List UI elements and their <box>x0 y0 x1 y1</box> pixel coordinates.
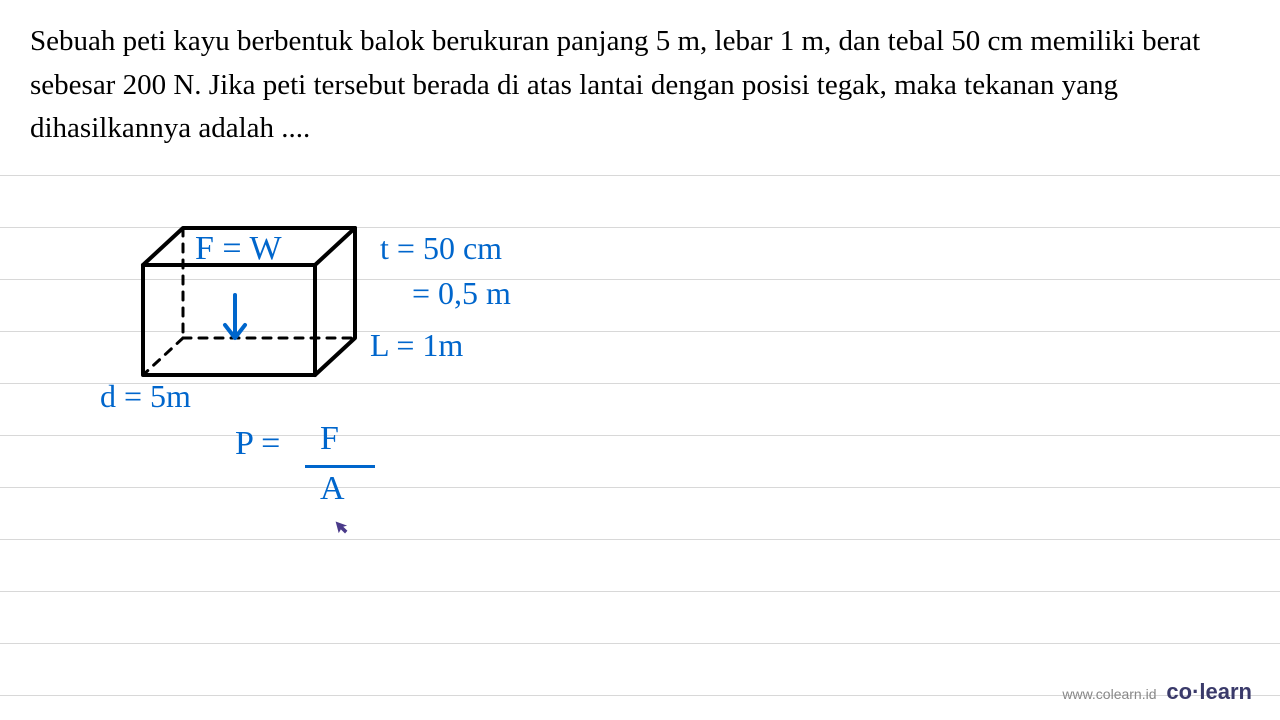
footer-url: www.colearn.id <box>1062 686 1156 702</box>
label-t-line2: = 0,5 m <box>412 275 511 312</box>
footer: www.colearn.id co·learn <box>1062 679 1252 705</box>
label-l: L = 1m <box>370 327 463 364</box>
workspace: F = W t = 50 cm = 0,5 m L = 1m d = 5m P … <box>0 0 1280 720</box>
cursor-icon <box>335 518 351 534</box>
formula-p-equals: P = <box>235 425 280 463</box>
fraction-line <box>305 465 375 468</box>
formula-denominator: A <box>320 470 345 508</box>
label-f-equals-w: F = W <box>195 230 282 268</box>
footer-brand: co·learn <box>1166 679 1252 704</box>
label-d: d = 5m <box>100 378 191 415</box>
label-t-line1: t = 50 cm <box>380 230 502 267</box>
formula-numerator: F <box>320 420 339 458</box>
